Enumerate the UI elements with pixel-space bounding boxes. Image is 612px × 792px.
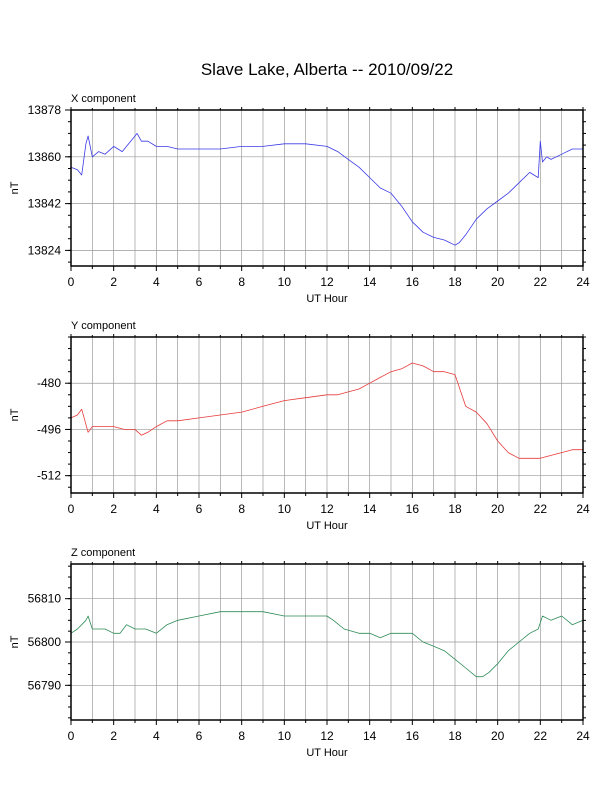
x-tick-label: 8 [238,502,245,516]
x-tick-label: 4 [153,275,160,289]
x-component-series-line [70,132,583,246]
x-tick-label: 4 [153,502,160,516]
x-tick-label: 0 [68,729,75,743]
x-tick-label: 22 [534,502,548,516]
figure-title: Slave Lake, Alberta -- 2010/09/22 [201,60,453,79]
y-tick-label: 13860 [28,150,62,164]
x-tick-label: 10 [278,275,292,289]
x-tick-label: 24 [576,275,590,289]
x-tick-label: 0 [68,275,75,289]
x-tick-label: 14 [363,729,377,743]
x-tick-label: 20 [491,275,505,289]
x-tick-label: 20 [491,502,505,516]
x-tick-label: 16 [406,275,420,289]
x-tick-label: 12 [320,502,334,516]
x-tick-label: 24 [576,502,590,516]
x-tick-label: 22 [534,275,548,289]
x-tick-label: 22 [534,729,548,743]
y-component-x-axis-label: UT Hour [306,520,348,532]
x-tick-label: 10 [278,502,292,516]
y-tick-label: 13824 [28,243,62,257]
x-component-title: X component [71,93,136,105]
x-tick-label: 20 [491,729,505,743]
x-component-y-axis-label: nT [9,181,21,194]
x-tick-label: 12 [320,729,334,743]
z-component-series-line [70,611,584,678]
x-tick-label: 4 [153,729,160,743]
x-component-x-axis-label: UT Hour [306,293,348,305]
x-tick-label: 6 [196,275,203,289]
x-tick-label: 2 [110,275,117,289]
y-tick-label: 13878 [28,103,62,117]
x-tick-label: 12 [320,275,334,289]
x-tick-label: 0 [68,502,75,516]
x-tick-label: 24 [576,729,590,743]
y-tick-label: -512 [37,469,61,483]
x-component-panel: 0 2 4 6 8 10 12 14 16 18 20 22 241382413842138601387… [9,93,590,305]
x-tick-label: 14 [363,275,377,289]
x-tick-label: 16 [406,502,420,516]
y-tick-label: -480 [37,376,61,390]
y-component-y-axis-label: nT [9,408,21,421]
x-tick-label: 18 [448,729,462,743]
z-component-y-axis-label: nT [9,635,21,648]
x-tick-label: 2 [110,502,117,516]
x-tick-label: 8 [238,729,245,743]
x-tick-label: 2 [110,729,117,743]
y-tick-label: 56810 [28,592,62,606]
x-tick-label: 8 [238,275,245,289]
x-tick-label: 6 [196,729,203,743]
y-tick-label: -496 [37,422,61,436]
x-tick-label: 18 [448,502,462,516]
y-component-title: Y component [71,320,136,332]
chart-panels: 0 2 4 6 8 10 12 14 16 18 20 22 241382413842138601387… [9,93,590,759]
x-tick-label: 14 [363,502,377,516]
x-tick-label: 18 [448,275,462,289]
x-tick-label: 16 [406,729,420,743]
z-component-title: Z component [71,547,135,559]
y-tick-label: 56790 [28,678,62,692]
y-component-series-line [70,362,583,459]
y-tick-label: 13842 [28,197,62,211]
x-tick-label: 6 [196,502,203,516]
y-tick-label: 56800 [28,635,62,649]
z-component-x-axis-label: UT Hour [306,747,348,759]
x-tick-label: 10 [278,729,292,743]
